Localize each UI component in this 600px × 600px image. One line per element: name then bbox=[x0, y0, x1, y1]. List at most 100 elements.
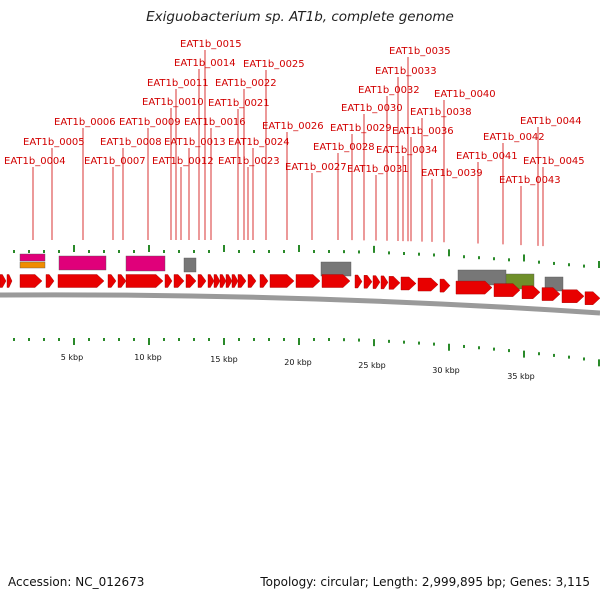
gene-arrow bbox=[185, 274, 197, 288]
gene-arrow bbox=[197, 274, 207, 288]
scale-tick bbox=[388, 339, 390, 343]
tick-mark bbox=[208, 250, 210, 253]
tick-mark bbox=[298, 245, 300, 252]
gene-arrow bbox=[237, 274, 247, 288]
gene-arrow bbox=[117, 274, 127, 288]
gene-label: EAT1b_0011 bbox=[147, 78, 209, 89]
scale-label: 35 kbp bbox=[507, 372, 535, 381]
tick-mark bbox=[283, 250, 285, 253]
tick-mark bbox=[178, 250, 180, 253]
scale-tick bbox=[448, 343, 450, 351]
tick-mark bbox=[478, 256, 480, 260]
tick-mark bbox=[373, 245, 375, 253]
genome-backbone bbox=[0, 292, 600, 316]
tick-mark bbox=[58, 250, 60, 253]
scale-tick bbox=[358, 338, 360, 342]
gene-arrow bbox=[0, 274, 7, 288]
gene-label: EAT1b_0015 bbox=[180, 39, 242, 50]
feature-block bbox=[183, 257, 197, 273]
scale-tick bbox=[553, 353, 555, 357]
gene-arrow bbox=[173, 274, 185, 288]
scale-tick bbox=[118, 338, 120, 341]
gene-arrow bbox=[400, 276, 417, 291]
gene-label: EAT1b_0024 bbox=[228, 137, 290, 148]
tick-mark bbox=[73, 245, 75, 252]
scale-tick bbox=[103, 338, 105, 341]
scale-tick bbox=[163, 338, 165, 341]
scale-tick bbox=[238, 338, 240, 341]
gene-label: EAT1b_0044 bbox=[520, 116, 582, 127]
tick-mark bbox=[388, 251, 390, 255]
gene-arrow bbox=[213, 274, 221, 288]
feature-block bbox=[19, 261, 46, 269]
gene-arrow bbox=[561, 289, 585, 303]
gene-arrow bbox=[269, 274, 295, 288]
tick-mark bbox=[163, 250, 165, 253]
tick-mark bbox=[493, 257, 495, 261]
tick-mark bbox=[523, 254, 525, 262]
gene-arrow bbox=[417, 277, 439, 292]
gene-label: EAT1b_0040 bbox=[434, 89, 496, 100]
scale-tick bbox=[508, 349, 510, 353]
tick-mark bbox=[568, 263, 570, 267]
gene-label: EAT1b_0005 bbox=[23, 137, 85, 148]
gene-arrow bbox=[354, 274, 363, 289]
gene-label: EAT1b_0009 bbox=[119, 117, 181, 128]
gene-label: EAT1b_0039 bbox=[421, 168, 483, 179]
tick-mark bbox=[238, 250, 240, 253]
gene-arrow bbox=[19, 274, 43, 288]
gene-label: EAT1b_0028 bbox=[313, 142, 375, 153]
gene-label: EAT1b_0004 bbox=[4, 156, 66, 167]
feature-track bbox=[19, 253, 564, 292]
scale-tick bbox=[178, 338, 180, 341]
tick-mark bbox=[538, 260, 540, 264]
gene-arrow bbox=[207, 274, 215, 288]
tick-mark bbox=[313, 250, 315, 253]
gene-label: EAT1b_0041 bbox=[456, 151, 518, 162]
gene-label-layer: EAT1b_0004 EAT1b_0005 EAT1b_0006 EAT1b_0007… bbox=[4, 39, 585, 186]
scale-tick bbox=[538, 352, 540, 356]
scale-tick bbox=[328, 338, 330, 341]
tick-mark bbox=[103, 250, 105, 253]
tick-mark bbox=[43, 250, 45, 253]
tick-mark bbox=[148, 245, 150, 252]
genome-summary-text: Topology: circular; Length: 2,999,895 bp… bbox=[260, 575, 590, 589]
scale-tick bbox=[193, 338, 195, 341]
gene-label: EAT1b_0036 bbox=[392, 126, 454, 137]
gene-arrow bbox=[372, 275, 381, 289]
feature-block bbox=[58, 255, 107, 271]
tick-mark bbox=[343, 250, 345, 254]
tick-mark bbox=[328, 250, 330, 253]
tick-mark bbox=[223, 245, 225, 252]
gene-label: EAT1b_0038 bbox=[410, 107, 472, 118]
scale-label: 30 kbp bbox=[432, 366, 460, 375]
scale-tick bbox=[493, 347, 495, 351]
scale-tick bbox=[373, 339, 375, 347]
gene-arrow bbox=[363, 275, 373, 289]
gene-label: EAT1b_0035 bbox=[389, 46, 451, 57]
tick-mark bbox=[433, 253, 435, 257]
scale-label: 5 kbp bbox=[61, 353, 83, 362]
tick-mark bbox=[133, 250, 135, 253]
tick-mark bbox=[253, 250, 255, 253]
accession-text: Accession: NC_012673 bbox=[8, 575, 145, 589]
gene-label: EAT1b_0029 bbox=[330, 123, 392, 134]
scale-tick bbox=[283, 338, 285, 341]
scale-tick bbox=[223, 338, 225, 345]
scale-tick bbox=[478, 346, 480, 350]
scale-tick bbox=[403, 340, 405, 344]
scale-tick bbox=[268, 338, 270, 341]
gene-label: EAT1b_0033 bbox=[375, 66, 437, 77]
gene-arrow bbox=[57, 274, 105, 288]
tick-mark bbox=[583, 264, 585, 268]
tick-mark bbox=[13, 250, 15, 253]
scale-tick bbox=[523, 350, 525, 358]
gene-arrow bbox=[388, 276, 401, 290]
gene-label: EAT1b_0042 bbox=[483, 132, 545, 143]
scale-tick bbox=[298, 338, 300, 345]
gene-arrow bbox=[439, 278, 451, 293]
tick-mark bbox=[268, 250, 270, 253]
scale-tick bbox=[88, 338, 90, 341]
scale-tick bbox=[148, 338, 150, 345]
